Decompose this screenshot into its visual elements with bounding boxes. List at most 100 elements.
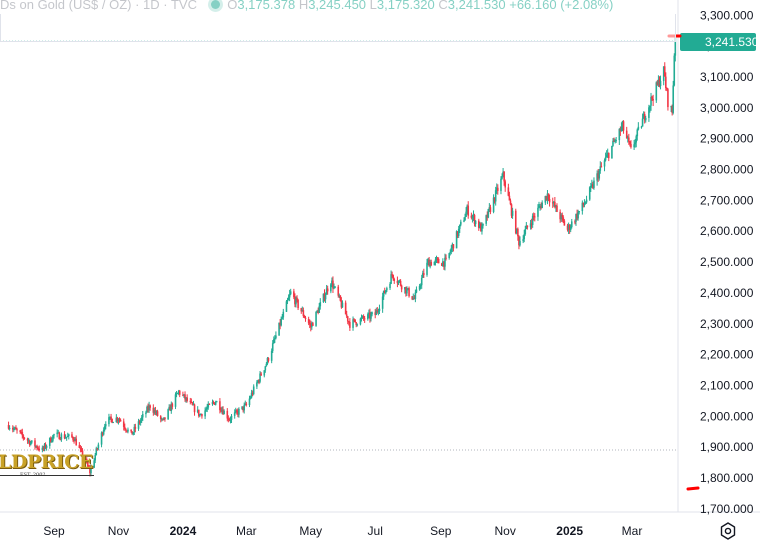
change-value: +66.160 (+2.08%) — [509, 0, 614, 12]
candle — [175, 390, 178, 398]
candle — [392, 274, 394, 281]
legend-box — [0, 14, 676, 42]
candle — [389, 282, 391, 291]
candle — [325, 284, 328, 295]
candle — [318, 303, 321, 314]
candle — [378, 304, 381, 314]
logo-text: LDPRICE — [0, 451, 93, 473]
candle — [568, 224, 571, 234]
candle — [222, 406, 224, 415]
candle — [641, 113, 644, 127]
candle — [436, 256, 439, 264]
candle — [301, 306, 304, 312]
candle — [94, 453, 97, 464]
candle — [485, 214, 487, 226]
candle — [63, 431, 66, 440]
candle — [169, 404, 172, 412]
candle — [593, 177, 595, 190]
candle — [411, 296, 414, 301]
time-axis[interactable]: Sep Nov 2024 Mar May Jul Sep Nov 2025 Mar — [43, 524, 642, 538]
symbol-title[interactable]: Ds on Gold (US$ / OZ) · 1D · TVC — [0, 0, 197, 12]
candle — [603, 158, 606, 172]
candle — [530, 218, 533, 230]
candle — [64, 434, 67, 439]
candle — [186, 394, 188, 403]
candle — [109, 416, 111, 420]
candle — [673, 53, 676, 87]
candle — [503, 171, 505, 186]
candle — [597, 169, 599, 182]
candle — [88, 465, 90, 469]
candle — [286, 297, 289, 305]
candle — [470, 212, 473, 220]
candle — [146, 405, 148, 413]
candle — [73, 437, 75, 444]
candle — [346, 315, 349, 325]
candle — [374, 308, 377, 319]
candle — [153, 407, 156, 415]
candle — [511, 207, 514, 219]
candle — [458, 224, 461, 233]
candle — [220, 407, 222, 413]
candle — [267, 357, 270, 363]
candle — [219, 398, 221, 414]
candle — [189, 397, 192, 405]
price-axis[interactable]: 3,300.0003,200.0003,100.0003,000.0002,90… — [700, 8, 754, 516]
candle — [363, 316, 366, 323]
candle — [457, 225, 460, 238]
candle — [591, 179, 593, 189]
candle — [494, 186, 497, 206]
candle — [361, 315, 364, 319]
candle — [656, 80, 659, 86]
candle — [390, 270, 392, 285]
candle — [234, 407, 237, 414]
settings-icon[interactable] — [719, 522, 737, 540]
candle — [257, 379, 259, 384]
candle — [332, 276, 334, 293]
candle — [618, 128, 621, 146]
candle — [437, 257, 440, 264]
x-tick-label: Mar — [622, 524, 643, 538]
candle — [178, 389, 181, 398]
candle — [339, 295, 342, 302]
candle — [671, 104, 673, 116]
candle — [613, 137, 615, 142]
candle — [58, 431, 61, 440]
y-tick-label: 3,300.000 — [700, 8, 754, 22]
candle — [471, 214, 474, 223]
candle — [391, 271, 393, 278]
candle — [531, 213, 534, 228]
candle — [666, 87, 668, 92]
candle — [20, 429, 23, 435]
candle — [23, 437, 26, 440]
candle — [21, 428, 24, 439]
candle — [607, 152, 610, 162]
candle — [42, 445, 45, 452]
candle — [119, 418, 122, 422]
candle — [338, 293, 341, 299]
candle — [281, 313, 284, 320]
candle — [29, 441, 32, 446]
candle — [510, 203, 513, 219]
candle — [420, 274, 423, 289]
candle — [370, 311, 372, 322]
candle — [282, 308, 285, 320]
candle — [102, 427, 105, 436]
candle — [148, 401, 150, 413]
candle — [352, 316, 354, 331]
open-value: 3,175.378 — [237, 0, 296, 12]
candle — [263, 370, 266, 378]
candle — [200, 413, 202, 416]
y-tick-label: 2,600.000 — [700, 224, 754, 238]
candle — [398, 279, 401, 283]
candle — [504, 179, 506, 192]
candle — [296, 295, 298, 303]
candle — [355, 321, 358, 328]
y-tick-label: 3,100.000 — [700, 70, 754, 84]
candle — [199, 413, 201, 418]
candle — [384, 289, 387, 295]
candle — [279, 319, 281, 330]
candle — [324, 292, 327, 304]
logo-divider — [0, 475, 94, 476]
